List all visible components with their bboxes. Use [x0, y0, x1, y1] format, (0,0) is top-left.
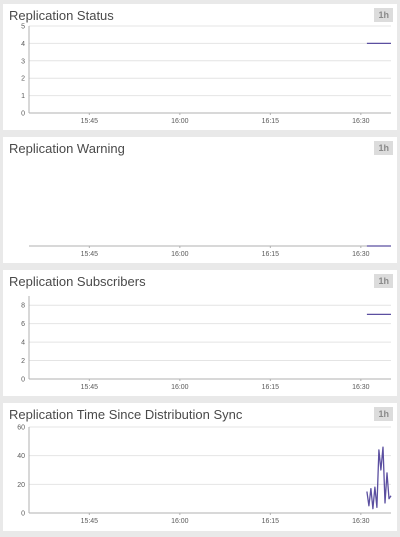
- y-tick-label: 2: [21, 76, 25, 83]
- y-tick-label: 5: [21, 24, 25, 31]
- time-range-badge[interactable]: 1h: [374, 407, 393, 421]
- replication-warning-chart: 15:45 16:00 16:15 16:30: [29, 245, 391, 258]
- panel-title: Replication Status: [9, 8, 114, 23]
- x-tick-label: 16:30: [352, 384, 370, 391]
- y-tick-label: 0: [21, 511, 25, 518]
- y-tick-label: 8: [21, 303, 25, 310]
- x-tick-label: 16:00: [171, 384, 189, 391]
- replication-sync-time-panel: Replication Time Since Distribution Sync…: [3, 403, 397, 531]
- x-tick-label: 16:15: [262, 384, 280, 391]
- y-tick-label: 2: [21, 358, 25, 365]
- y-tick-label: 0: [21, 377, 25, 384]
- x-tick-label: 15:45: [81, 118, 99, 125]
- x-tick-label: 16:00: [171, 251, 189, 258]
- panel-title: Replication Time Since Distribution Sync: [9, 407, 243, 422]
- replication-sync-time-chart: 0 20 40 60 15:45 16:00 16:15 16:30: [17, 425, 392, 525]
- y-tick-label: 40: [17, 453, 25, 460]
- replication-warning-panel: Replication Warning 1h 15:45 16:00 16:15 16…: [3, 137, 397, 263]
- y-tick-label: 4: [21, 340, 25, 347]
- x-tick-label: 15:45: [81, 384, 99, 391]
- y-tick-label: 20: [17, 482, 25, 489]
- replication-status-panel: Replication Status 1h 0 1 2 3 4 5 15:45 16:00 16…: [3, 4, 397, 130]
- y-tick-label: 3: [21, 58, 25, 65]
- x-tick-label: 15:45: [81, 251, 99, 258]
- y-tick-label: 1: [21, 93, 25, 100]
- replication-status-chart: 0 1 2 3 4 5 15:45 16:00 16:15 16:30: [21, 24, 391, 125]
- panel-title: Replication Subscribers: [9, 274, 146, 289]
- x-tick-label: 16:30: [352, 251, 370, 258]
- y-tick-label: 6: [21, 321, 25, 328]
- y-tick-label: 0: [21, 111, 25, 118]
- x-tick-label: 16:30: [352, 518, 370, 525]
- x-tick-label: 16:30: [352, 118, 370, 125]
- replication-subscribers-chart: 0 2 4 6 8 15:45 16:00 16:15 16:30: [21, 296, 391, 391]
- y-tick-label: 4: [21, 41, 25, 48]
- time-range-badge[interactable]: 1h: [374, 141, 393, 155]
- x-tick-label: 15:45: [81, 518, 99, 525]
- panel-title: Replication Warning: [9, 141, 125, 156]
- series-line: [366, 446, 392, 510]
- replication-subscribers-panel: Replication Subscribers 1h 0 2 4 6 8 15:45 16:…: [3, 270, 397, 396]
- x-tick-label: 16:00: [171, 518, 189, 525]
- x-tick-label: 16:00: [171, 118, 189, 125]
- x-tick-label: 16:15: [262, 518, 280, 525]
- time-range-badge[interactable]: 1h: [374, 8, 393, 22]
- time-range-badge[interactable]: 1h: [374, 274, 393, 288]
- x-tick-label: 16:15: [262, 251, 280, 258]
- y-tick-label: 60: [17, 425, 25, 432]
- x-tick-label: 16:15: [262, 118, 280, 125]
